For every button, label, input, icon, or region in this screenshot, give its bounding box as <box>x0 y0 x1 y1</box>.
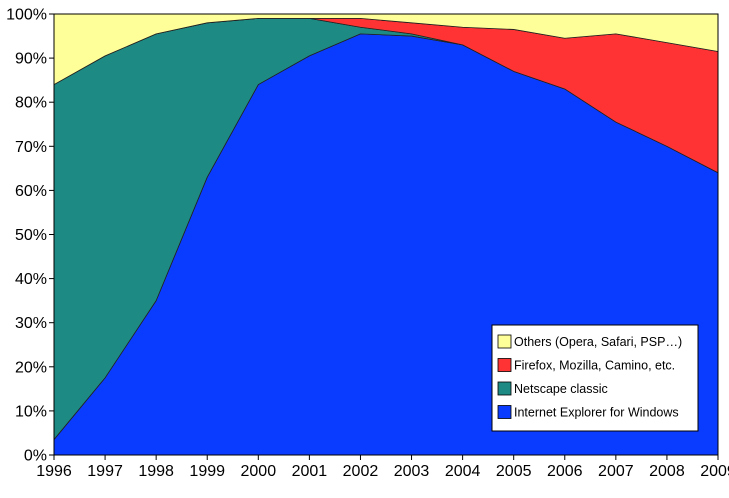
x-tick-label: 2009 <box>700 463 729 480</box>
y-tick-label: 70% <box>15 139 47 156</box>
y-axis: 0% 10% 20% 30% 40% 50% 60% 70% 80% 90% 100% <box>6 7 54 465</box>
x-tick-label: 2000 <box>241 463 277 480</box>
legend-box <box>491 324 699 432</box>
legend-swatch-firefox-mozilla-camino-etc <box>497 358 512 372</box>
x-tick-label: 1998 <box>138 463 174 480</box>
x-axis: 1996 1997 1998 1999 2000 2001 2002 2003 2004 2005… <box>36 455 729 480</box>
y-tick-label: 80% <box>15 95 47 112</box>
legend-label-internet-explorer-for-windows: Internet Explorer for Windows <box>514 406 679 420</box>
x-tick-label: 1999 <box>189 463 225 480</box>
y-tick-label: 90% <box>15 51 47 68</box>
x-tick-label: 2001 <box>292 463 328 480</box>
x-tick-label: 2006 <box>547 463 583 480</box>
y-tick-label: 0% <box>24 448 47 465</box>
x-tick-label: 2004 <box>445 463 481 480</box>
x-tick-label: 1996 <box>36 463 72 480</box>
y-tick-label: 40% <box>15 271 47 288</box>
legend-swatch-others-opera-safari-psp <box>497 334 512 349</box>
x-tick-label: 1997 <box>87 463 123 480</box>
x-tick-label: 2003 <box>394 463 430 480</box>
y-tick-label: 30% <box>15 315 47 332</box>
legend-label-others-opera-safari-psp: Others (Opera, Safari, PSP…) <box>514 335 682 349</box>
y-tick-label: 60% <box>15 183 47 200</box>
legend-label-netscape-classic: Netscape classic <box>514 382 608 396</box>
legend: Others (Opera, Safari, PSP…) Firefox, Moz… <box>491 324 699 432</box>
legend-label-firefox-mozilla-camino-etc: Firefox, Mozilla, Camino, etc. <box>514 359 675 373</box>
legend-swatch-netscape-classic <box>497 381 512 396</box>
y-tick-label: 20% <box>15 359 47 376</box>
x-tick-label: 2002 <box>343 463 379 480</box>
x-tick-label: 2007 <box>598 463 634 480</box>
x-tick-label: 2008 <box>649 463 685 480</box>
y-tick-label: 50% <box>15 227 47 244</box>
y-tick-label: 10% <box>15 403 47 420</box>
legend-swatch-internet-explorer-for-windows <box>497 405 512 419</box>
y-tick-label: 100% <box>6 7 47 24</box>
x-tick-label: 2005 <box>496 463 532 480</box>
